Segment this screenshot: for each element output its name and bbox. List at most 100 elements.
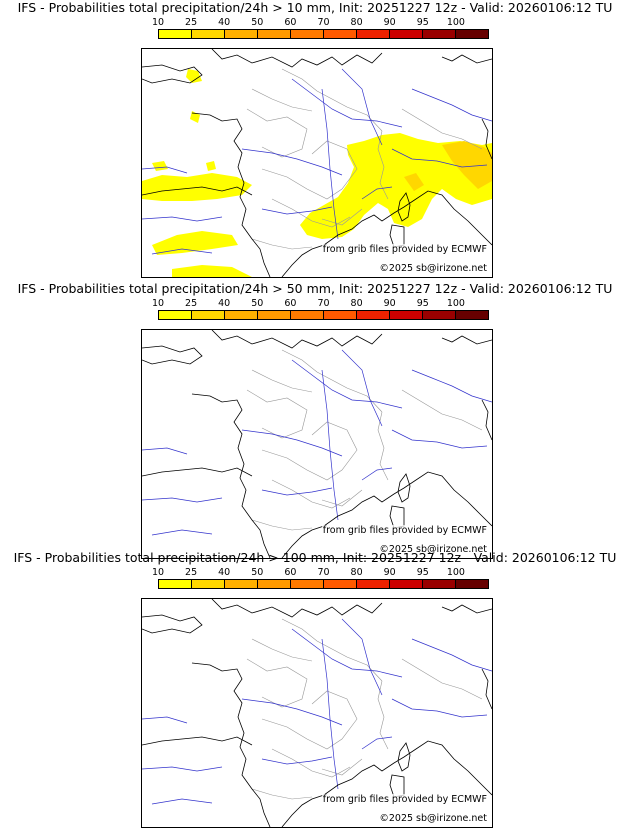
river <box>241 698 343 726</box>
river <box>341 618 383 696</box>
colorbar-tick-label: 70 <box>317 298 330 309</box>
precip-map: from grib files provided by ECMWF ©2025 … <box>141 48 493 278</box>
colorbar-segment <box>456 580 488 588</box>
colorbar-tick-label: 95 <box>416 298 429 309</box>
colorbar-segment <box>258 311 291 319</box>
colorbar-segment <box>159 30 192 38</box>
river <box>291 628 403 678</box>
colorbar-segment <box>324 580 357 588</box>
coastline <box>142 64 203 84</box>
river <box>361 467 393 481</box>
river <box>391 148 488 168</box>
colorbar-segment <box>357 311 390 319</box>
coastline <box>142 186 253 196</box>
colorbar-segment <box>192 311 225 319</box>
map-drawing <box>142 49 492 277</box>
colorbar-tick-label: 70 <box>317 17 330 28</box>
colorbar-segment <box>357 580 390 588</box>
admin-border <box>321 758 363 776</box>
river <box>261 756 333 765</box>
colorbar-tick-label: 100 <box>446 298 465 309</box>
colorbar-tick-label: 40 <box>218 298 231 309</box>
river <box>391 429 488 449</box>
colorbar-tick-labels: 10 25 40 50 60 70 80 90 95 100 <box>0 298 630 310</box>
coastline <box>397 473 411 503</box>
colorbar-tick-label: 50 <box>251 567 264 578</box>
map-drawing <box>142 599 492 827</box>
coastline <box>281 471 492 558</box>
panel-title: IFS - Probabilities total precipitation/… <box>17 0 613 15</box>
colorbar-tick-label: 40 <box>218 17 231 28</box>
precip-area <box>186 69 202 83</box>
admin-border <box>251 788 313 800</box>
colorbar-segment <box>159 311 192 319</box>
river <box>291 78 403 128</box>
coastline <box>211 330 383 349</box>
panel-title: IFS - Probabilities total precipitation/… <box>13 550 617 565</box>
credit-source: from grib files provided by ECMWF <box>321 244 488 255</box>
coastline <box>481 399 492 441</box>
colorbar <box>158 29 489 39</box>
colorbar-segment <box>225 580 258 588</box>
river <box>241 429 343 457</box>
map-drawing <box>142 330 492 558</box>
colorbar-segment <box>192 580 225 588</box>
river <box>341 349 383 427</box>
panel-10mm: IFS - Probabilities total precipitation/… <box>0 0 630 278</box>
colorbar-tick-label: 60 <box>284 298 297 309</box>
admin-border <box>281 68 383 132</box>
colorbar-segment <box>357 30 390 38</box>
colorbar-segment <box>423 580 456 588</box>
river <box>151 798 213 805</box>
colorbar-segment <box>291 580 324 588</box>
river <box>361 186 393 200</box>
colorbar-segment <box>291 30 324 38</box>
colorbar-tick-label: 90 <box>383 17 396 28</box>
coastline <box>441 54 492 64</box>
admin-border <box>401 389 483 431</box>
credit-copyright: ©2025 sb@irizone.net <box>378 813 488 824</box>
admin-border <box>251 638 313 662</box>
colorbar-tick-label: 50 <box>251 298 264 309</box>
colorbar-tick-label: 100 <box>446 567 465 578</box>
credit-copyright: ©2025 sb@irizone.net <box>378 544 488 555</box>
colorbar-tick-label: 25 <box>185 567 198 578</box>
river <box>142 166 188 174</box>
river <box>391 698 488 718</box>
precip-area <box>190 111 200 123</box>
colorbar-tick-label: 50 <box>251 17 264 28</box>
precip-area <box>404 173 424 191</box>
admin-border <box>401 108 483 150</box>
precip-area <box>172 265 252 277</box>
colorbar-segment <box>324 30 357 38</box>
admin-border <box>401 658 483 700</box>
coastline <box>281 190 492 277</box>
colorbar-segment <box>225 30 258 38</box>
colorbar-tick-label: 90 <box>383 298 396 309</box>
colorbar-tick-label: 90 <box>383 567 396 578</box>
colorbar-tick-label: 80 <box>350 17 363 28</box>
precip-area <box>442 141 492 189</box>
coastline <box>211 599 383 618</box>
colorbar-segment <box>390 311 423 319</box>
river <box>151 529 213 536</box>
precip-map: from grib files provided by ECMWF ©2025 … <box>141 329 493 559</box>
coastline <box>142 345 203 365</box>
colorbar-tick-label: 70 <box>317 567 330 578</box>
colorbar-segment <box>291 311 324 319</box>
admin-border <box>251 519 313 531</box>
coastline <box>142 736 253 746</box>
admin-border <box>251 238 313 250</box>
admin-border <box>281 349 383 413</box>
precip-area <box>300 133 492 239</box>
river <box>411 88 492 122</box>
precip-area <box>152 161 168 171</box>
colorbar-tick-label: 95 <box>416 567 429 578</box>
credit-copyright: ©2025 sb@irizone.net <box>378 263 488 274</box>
admin-border <box>251 88 313 112</box>
river <box>321 88 339 240</box>
coastline <box>281 740 492 827</box>
colorbar-tick-label: 10 <box>151 17 165 28</box>
coastline <box>481 118 492 160</box>
colorbar-segment <box>423 311 456 319</box>
